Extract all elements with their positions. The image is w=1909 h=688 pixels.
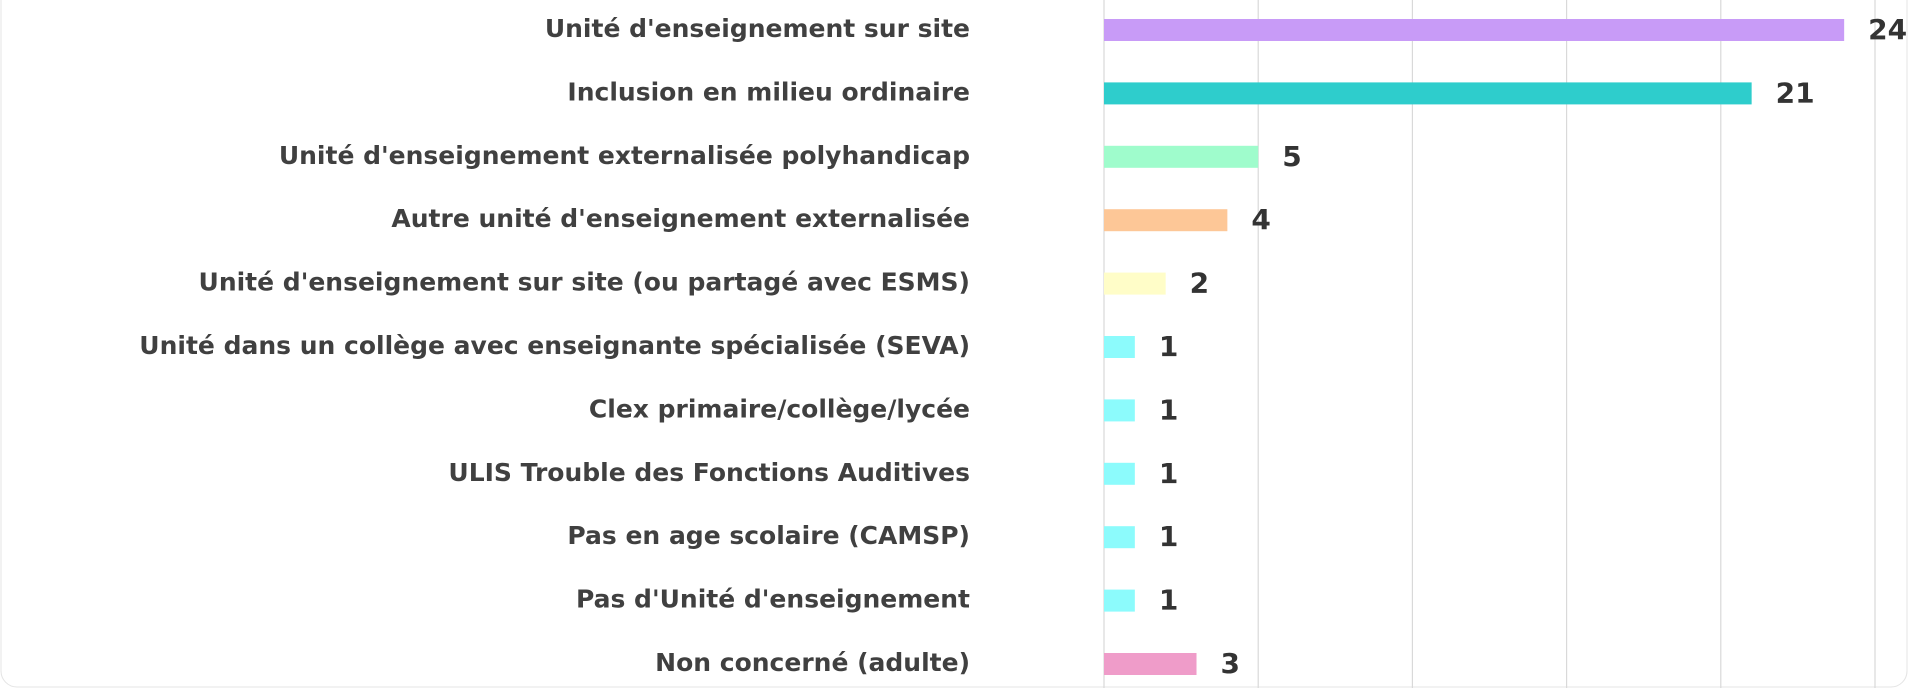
value-label: 24 <box>1868 13 1907 46</box>
value-label: 1 <box>1159 330 1178 363</box>
bar <box>1104 462 1135 485</box>
category-label: Unité dans un collège avec enseignante s… <box>139 331 970 360</box>
value-label: 2 <box>1190 267 1209 300</box>
bar <box>1104 82 1752 105</box>
bar <box>1104 145 1259 168</box>
category-label: Non concerné (adulte) <box>655 648 970 677</box>
bar <box>1104 336 1135 358</box>
category-label: Unité d'enseignement sur site (ou partag… <box>199 268 970 297</box>
category-label: Unité d'enseignement sur site <box>545 14 970 43</box>
category-label: Unité d'enseignement externalisée polyha… <box>279 141 970 170</box>
category-label: Inclusion en milieu ordinaire <box>567 77 970 106</box>
value-label: 1 <box>1159 584 1178 617</box>
value-label: 21 <box>1776 76 1815 109</box>
category-label: Autre unité d'enseignement externalisée <box>391 204 970 233</box>
category-label: Pas en age scolaire (CAMSP) <box>567 521 970 550</box>
value-label: 5 <box>1282 140 1301 173</box>
value-label: 1 <box>1159 520 1178 553</box>
bar <box>1104 272 1166 295</box>
value-label: 1 <box>1159 393 1178 426</box>
bar <box>1104 399 1135 422</box>
category-label: Pas d'Unité d'enseignement <box>576 585 970 614</box>
value-label: 3 <box>1221 647 1240 680</box>
bar <box>1104 589 1135 612</box>
category-label: Clex primaire/collège/lycée <box>589 394 970 423</box>
bar <box>1104 526 1135 549</box>
bar <box>1104 19 1845 41</box>
value-label: 4 <box>1251 203 1270 236</box>
category-label: ULIS Trouble des Fonctions Auditives <box>448 458 970 487</box>
bar <box>1104 209 1228 232</box>
value-label: 1 <box>1159 457 1178 490</box>
bar <box>1104 653 1197 675</box>
